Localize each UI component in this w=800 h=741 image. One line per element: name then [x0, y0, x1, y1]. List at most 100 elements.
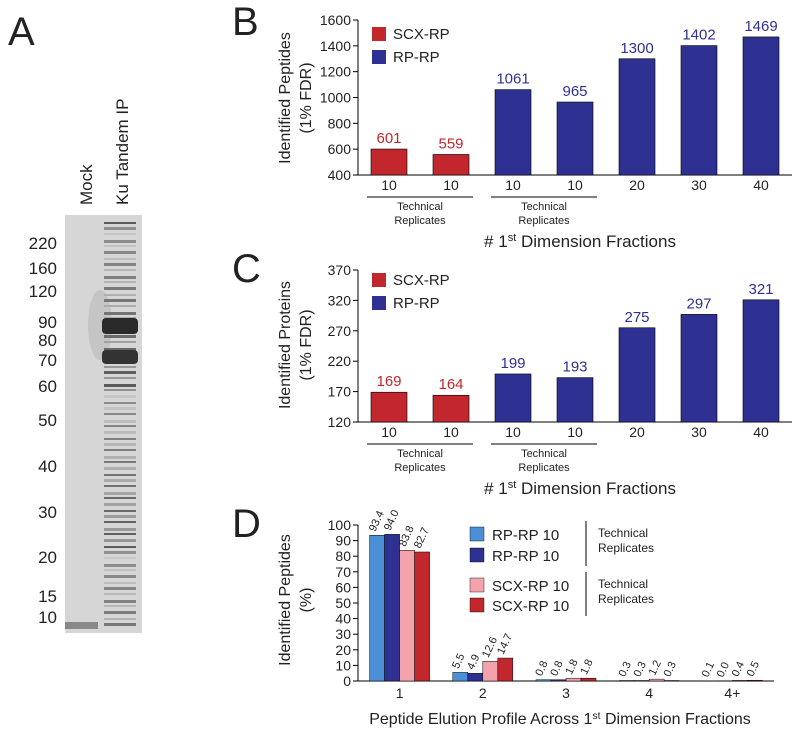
y-tick-label: 170: [328, 384, 352, 400]
gel-band: [104, 431, 136, 434]
gel-band: [104, 348, 136, 351]
x-axis-label: Peptide Elution Profile Across 1st Dimen…: [369, 711, 751, 729]
bar: [535, 679, 552, 682]
gel-band: [104, 402, 136, 404]
gel-band: [104, 245, 136, 247]
x-tick-label: 10: [381, 177, 397, 193]
gel-band: [104, 582, 136, 584]
legend-swatch: [372, 50, 386, 64]
bar: [482, 661, 499, 682]
value-label: 1.2: [647, 658, 664, 677]
gel-band: [104, 474, 136, 476]
bar: [732, 680, 748, 682]
mw-marker: 30: [38, 503, 57, 522]
legend-swatch: [469, 577, 485, 593]
legend-swatch: [469, 597, 485, 613]
gel-band: [104, 551, 136, 554]
bar: [497, 657, 514, 682]
value-label: 0.8: [548, 659, 565, 678]
bar: [494, 373, 532, 423]
bar: [742, 299, 780, 423]
gel-band: [104, 263, 136, 266]
annotation: Technical Replicates: [598, 577, 654, 606]
x-tick-label: 40: [753, 177, 769, 193]
gel-band: [104, 618, 136, 620]
value-label: 164: [438, 376, 463, 393]
value-label: 0.1: [700, 660, 717, 679]
value-label: 5.5: [450, 652, 467, 671]
y-tick-label: 100: [328, 517, 352, 533]
gel-band: [104, 425, 136, 427]
legend-label: SCX-RP 10: [492, 598, 569, 615]
lane-label: Mock: [77, 164, 96, 205]
y-axis-label: (%): [298, 588, 315, 613]
y-tick-label: 50: [335, 595, 351, 611]
x-tick-label: 20: [629, 424, 645, 440]
gel-band: [104, 539, 136, 542]
gel-band: [104, 456, 136, 459]
gel-band: [104, 281, 136, 283]
y-tick-label: 120: [328, 414, 352, 430]
bar: [452, 672, 469, 682]
gel-band: [104, 449, 136, 451]
y-tick-label: 1400: [320, 38, 351, 54]
y-tick-label: 60: [335, 579, 351, 595]
gel-band: [104, 335, 136, 338]
gel-band: [104, 341, 136, 343]
gel-band: [104, 600, 136, 603]
gel-band: [104, 467, 136, 470]
y-tick-label: 800: [328, 115, 352, 131]
x-tick-label: 30: [691, 424, 707, 440]
y-tick-label: 1200: [320, 64, 351, 80]
bar: [432, 154, 470, 176]
gel-band: [104, 564, 136, 567]
panel-letter: B: [232, 0, 259, 44]
gel-band: [102, 318, 138, 334]
y-tick-label: 30: [335, 626, 351, 642]
gel-band: [104, 497, 136, 499]
x-tick-label: 10: [505, 424, 521, 440]
y-tick-label: 220: [328, 353, 352, 369]
gel-band: [104, 258, 136, 260]
gel-band: [104, 287, 136, 290]
value-label: 169: [376, 373, 401, 390]
annotation: Technical Replicates: [518, 448, 570, 474]
gel-band: [104, 299, 136, 302]
gel-band: [104, 240, 136, 243]
y-tick-label: 40: [335, 611, 351, 627]
annotation: Technical Replicates: [598, 526, 654, 555]
gel-band: [104, 233, 136, 235]
gel-band: [104, 533, 136, 535]
panel-letter: D: [232, 502, 261, 546]
gel-band: [104, 384, 136, 387]
bar: [747, 679, 763, 682]
y-tick-label: 0: [343, 673, 351, 689]
bar: [556, 377, 594, 423]
gel-band: [104, 395, 136, 398]
gel-band: [104, 389, 136, 391]
mw-marker: 220: [29, 234, 57, 253]
mw-marker: 50: [38, 411, 57, 430]
gel-band: [104, 593, 136, 595]
y-axis-label: Identified Peptides: [277, 32, 294, 164]
gel-band: [104, 407, 136, 410]
legend-label: RP-RP 10: [492, 527, 559, 544]
gel-band: [104, 569, 136, 571]
value-label: 1402: [682, 27, 715, 44]
y-tick-label: 90: [335, 533, 351, 549]
gel-panel: A Mock Ku Tandem IP 220 160 120 90 80 70…: [8, 10, 142, 633]
x-tick-label: 10: [381, 424, 397, 440]
value-label: 1061: [496, 71, 529, 88]
bar: [370, 148, 408, 176]
value-label: 559: [438, 135, 463, 152]
value-label: 193: [562, 359, 587, 376]
mw-marker: 40: [38, 457, 57, 476]
y-tick-label: 1000: [320, 90, 351, 106]
x-tick-label: 20: [629, 177, 645, 193]
bar: [618, 58, 656, 176]
y-axis-label: Identified Peptides: [277, 534, 294, 666]
gel-band: [104, 587, 136, 590]
legend-label: RP-RP: [393, 295, 440, 312]
gel-band: [104, 492, 136, 495]
mw-marker: 10: [38, 608, 57, 627]
